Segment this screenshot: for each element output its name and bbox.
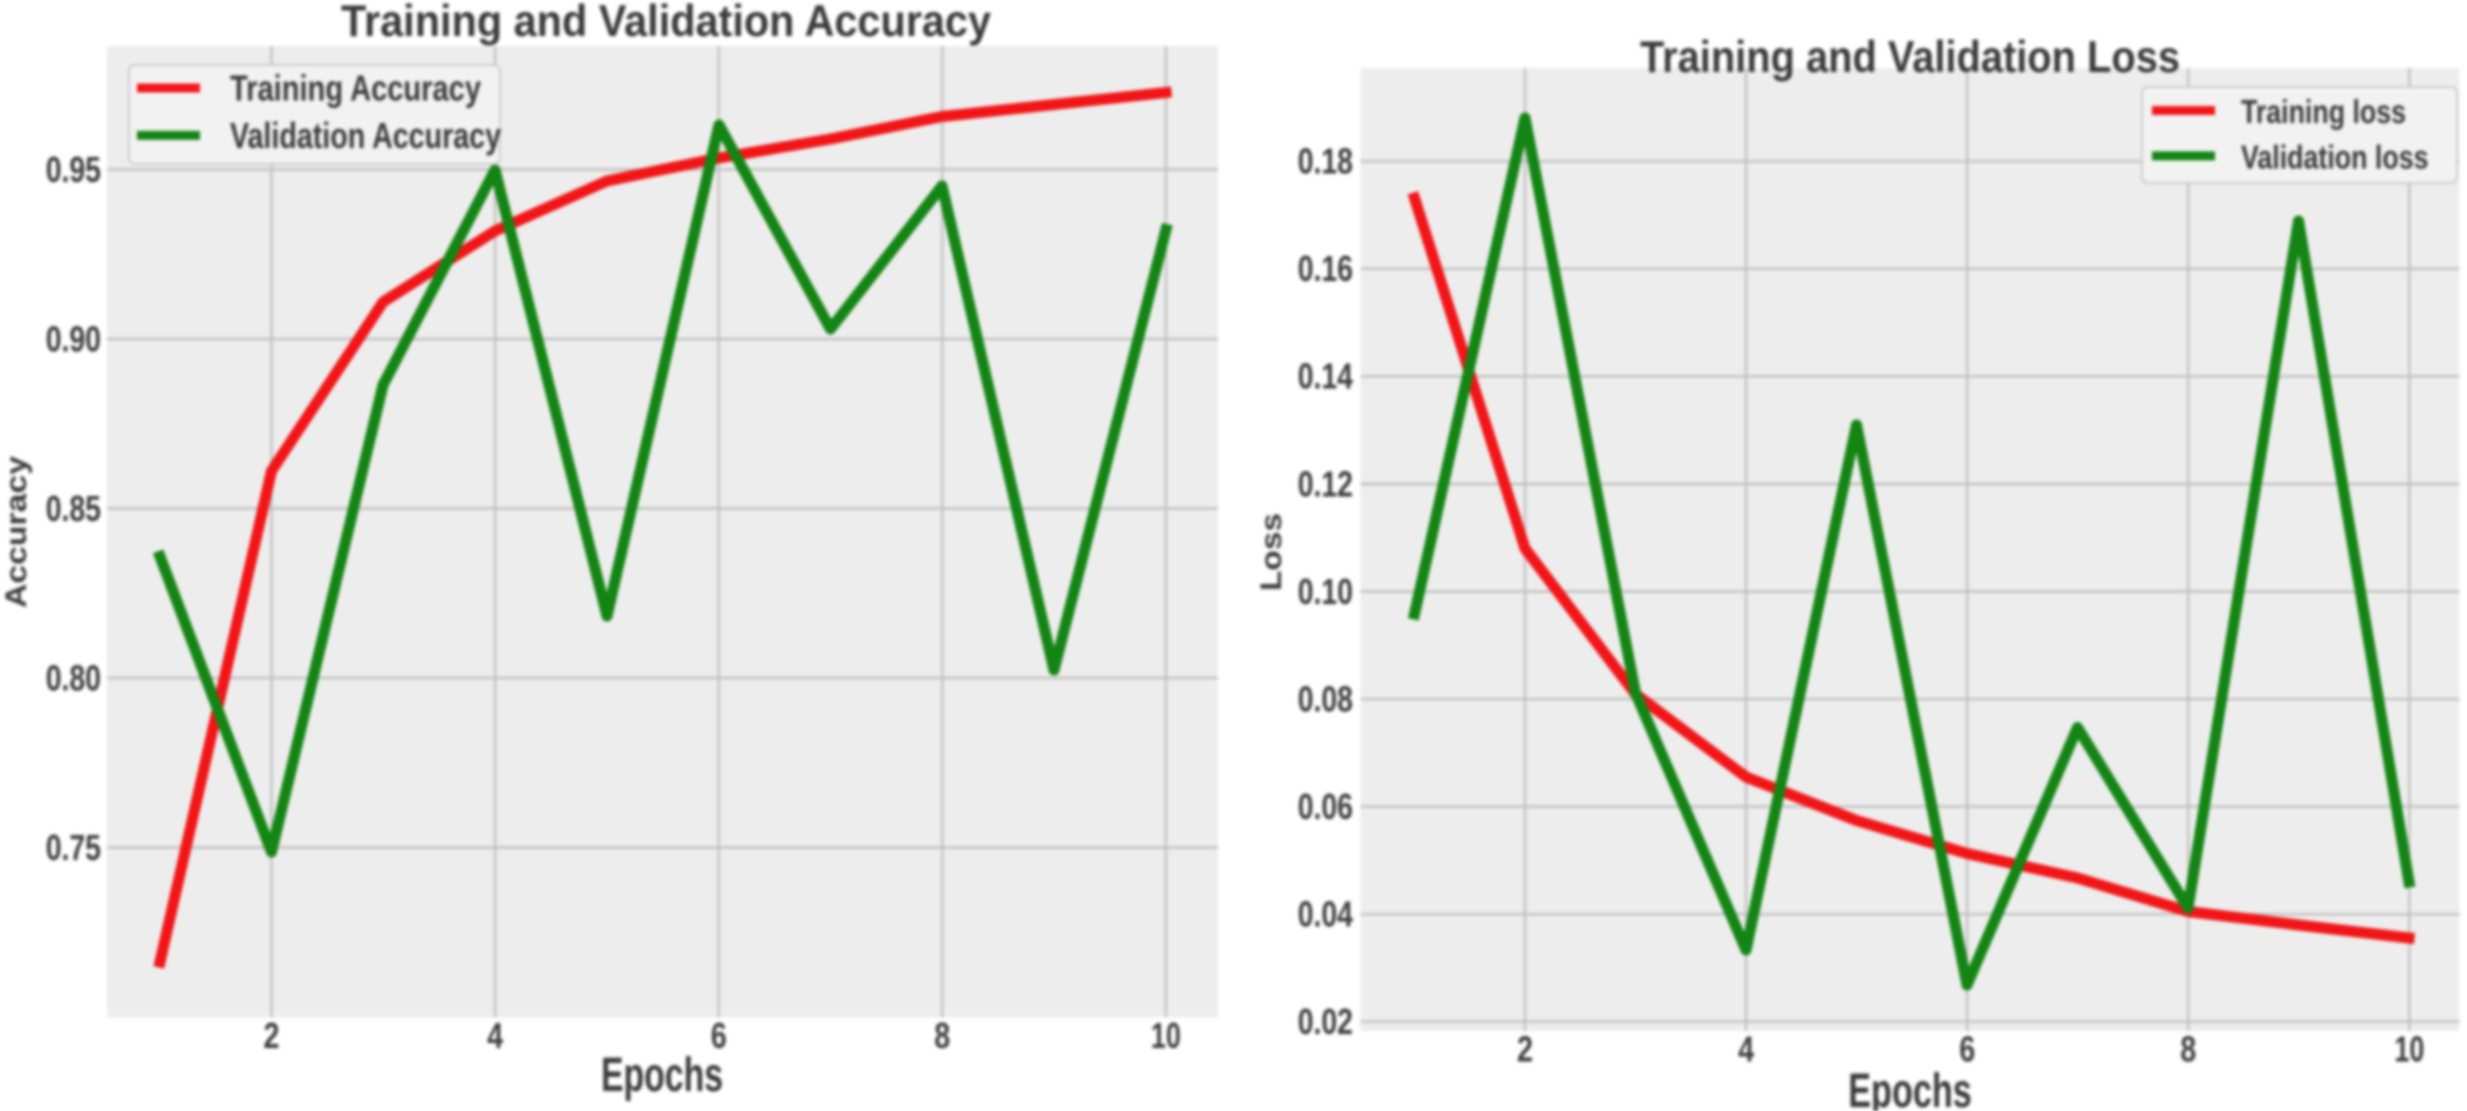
- svg-text:0.08: 0.08: [1298, 679, 1353, 719]
- svg-text:0.12: 0.12: [1298, 464, 1353, 504]
- svg-text:2: 2: [264, 1016, 280, 1056]
- svg-text:0.10: 0.10: [1298, 572, 1353, 612]
- svg-text:0.02: 0.02: [1298, 1002, 1353, 1042]
- svg-text:Training and Validation Accura: Training and Validation Accuracy: [341, 0, 991, 46]
- svg-text:0.18: 0.18: [1298, 142, 1353, 182]
- svg-text:10: 10: [2394, 1030, 2424, 1070]
- svg-text:8: 8: [934, 1016, 950, 1056]
- svg-text:Training Accuracy: Training Accuracy: [230, 68, 481, 109]
- svg-text:6: 6: [1959, 1030, 1975, 1070]
- svg-text:0.80: 0.80: [46, 658, 101, 698]
- svg-text:Epochs: Epochs: [601, 1048, 723, 1102]
- svg-text:0.95: 0.95: [46, 150, 101, 190]
- svg-text:2: 2: [1517, 1030, 1533, 1070]
- svg-text:Epochs: Epochs: [1848, 1064, 1972, 1111]
- svg-text:0.90: 0.90: [46, 319, 101, 359]
- svg-text:6: 6: [711, 1016, 727, 1056]
- svg-text:Training and Validation Loss: Training and Validation Loss: [1640, 33, 2180, 82]
- svg-text:8: 8: [2180, 1030, 2196, 1070]
- svg-text:0.75: 0.75: [46, 828, 101, 868]
- svg-text:0.14: 0.14: [1298, 357, 1353, 397]
- svg-text:4: 4: [487, 1016, 503, 1056]
- svg-text:Training loss: Training loss: [2241, 93, 2406, 130]
- svg-text:0.85: 0.85: [46, 489, 101, 529]
- svg-text:Validation loss: Validation loss: [2241, 139, 2429, 176]
- svg-text:0.04: 0.04: [1298, 894, 1353, 934]
- svg-text:10: 10: [1151, 1016, 1181, 1056]
- svg-text:0.06: 0.06: [1298, 787, 1353, 827]
- svg-text:Accuracy: Accuracy: [0, 456, 33, 608]
- svg-text:Validation Accuracy: Validation Accuracy: [230, 115, 501, 156]
- svg-text:0.16: 0.16: [1298, 249, 1353, 289]
- svg-text:4: 4: [1738, 1030, 1754, 1070]
- svg-text:Loss: Loss: [1255, 513, 1288, 591]
